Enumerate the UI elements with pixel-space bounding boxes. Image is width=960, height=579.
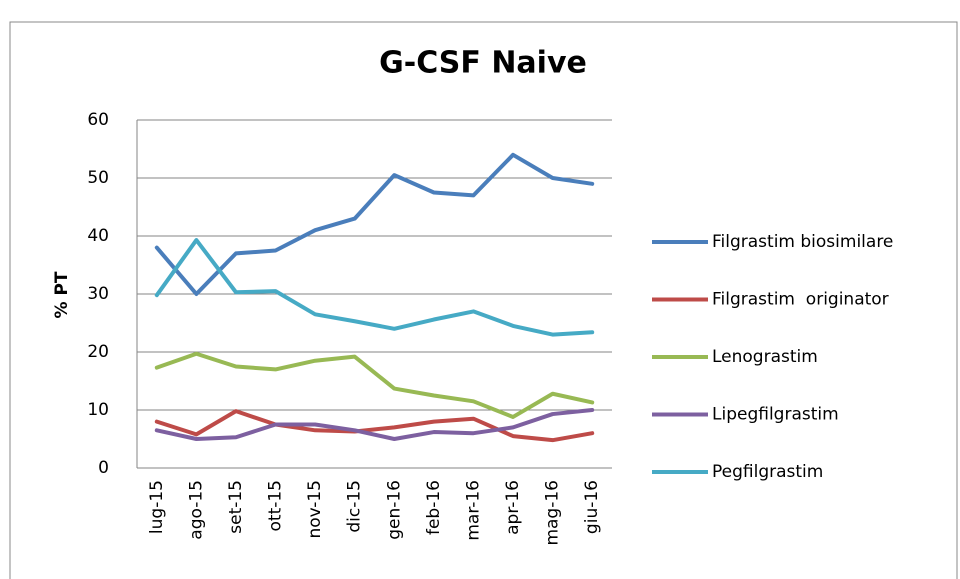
y-tick-label: 50 <box>87 168 109 188</box>
x-tick-label: dic-15 <box>345 480 365 533</box>
chart-frame <box>9 21 958 579</box>
legend-label: Lenograstim <box>712 347 818 367</box>
x-tick-label: nov-15 <box>305 480 325 539</box>
x-tick-label: lug-15 <box>147 480 167 534</box>
x-tick-label: ago-15 <box>186 480 206 540</box>
legend-label: Lipegfilgrastim <box>712 405 839 425</box>
x-tick-label: mar-16 <box>463 480 483 541</box>
y-axis-label: % PT <box>52 271 72 318</box>
y-tick-label: 30 <box>87 284 109 304</box>
series-line <box>154 409 595 443</box>
legend-label: Pegfilgrastim <box>712 462 823 482</box>
x-tick-label: gen-16 <box>384 480 404 540</box>
x-tick-label: set-15 <box>226 480 246 534</box>
x-tick-label: ott-15 <box>266 480 286 532</box>
y-tick-label: 20 <box>87 342 109 362</box>
y-tick-label: 0 <box>98 458 109 478</box>
y-tick-label: 10 <box>87 400 109 420</box>
y-tick-label: 40 <box>87 226 109 246</box>
x-tick-label: giu-16 <box>582 480 602 534</box>
y-tick-label: 60 <box>87 110 109 130</box>
series-line <box>154 152 595 296</box>
x-tick-label: feb-16 <box>424 480 444 535</box>
legend-label: Filgrastim biosimilare <box>712 232 893 252</box>
series-line <box>154 351 595 419</box>
series-line <box>154 408 595 441</box>
legend-label: Filgrastim originator <box>712 290 889 310</box>
x-tick-label: apr-16 <box>503 480 523 535</box>
series-line <box>154 238 595 337</box>
chart-title: G-CSF Naive <box>379 46 587 81</box>
x-tick-label: mag-16 <box>543 480 563 546</box>
